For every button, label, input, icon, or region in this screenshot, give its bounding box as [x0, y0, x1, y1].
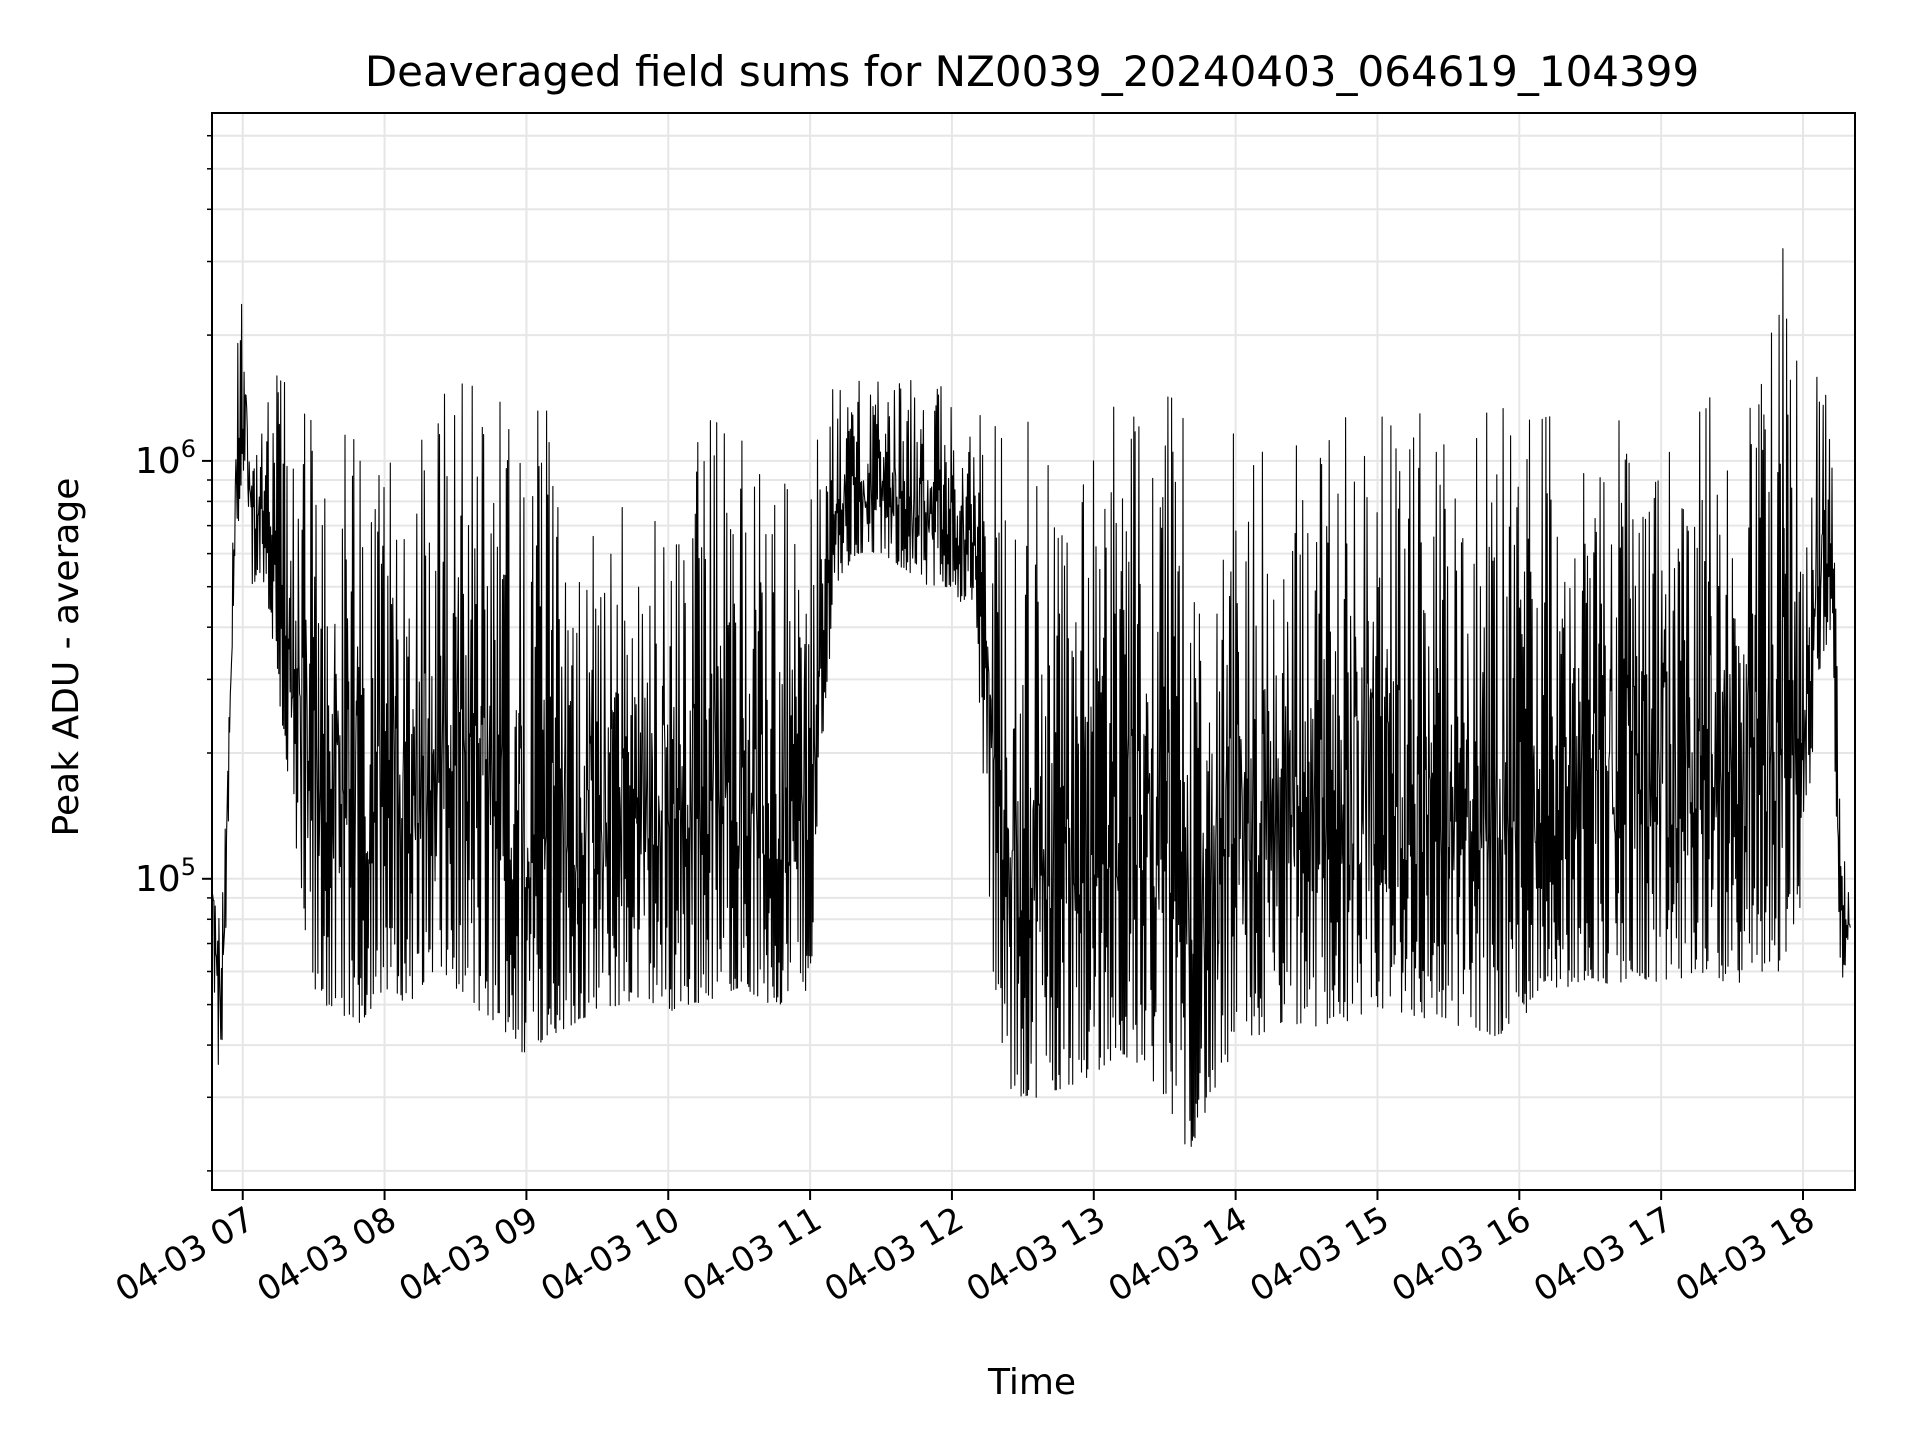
y-tick-label: 105 [135, 853, 196, 900]
x-tick-label: 04-03 12 [818, 1199, 970, 1310]
x-tick-label: 04-03 17 [1527, 1199, 1679, 1310]
y-tick-label: 106 [135, 435, 196, 482]
x-tick-label: 04-03 16 [1385, 1199, 1537, 1310]
series-line [212, 248, 1851, 1147]
x-tick-label: 04-03 08 [251, 1199, 403, 1310]
x-tick-label: 04-03 09 [393, 1199, 545, 1310]
x-tick-label: 04-03 15 [1244, 1199, 1396, 1310]
x-tick-label: 04-03 11 [676, 1199, 828, 1310]
y-axis: 105 106 [135, 134, 212, 1172]
axes-frame [211, 112, 1856, 1191]
x-tick-label: 04-03 10 [534, 1199, 686, 1310]
grid [212, 113, 1855, 1190]
y-axis-label: Peak ADU - average [46, 478, 87, 837]
x-tick-label: 04-03 07 [109, 1199, 261, 1310]
chart-title: Deaveraged field sums for NZ0039_2024040… [365, 47, 1699, 96]
x-tick-label: 04-03 14 [1102, 1199, 1254, 1310]
x-tick-label: 04-03 18 [1669, 1199, 1821, 1310]
x-tick-label: 04-03 13 [960, 1199, 1112, 1310]
plot-area [212, 248, 1851, 1147]
x-axis-label: Time [987, 1362, 1076, 1403]
